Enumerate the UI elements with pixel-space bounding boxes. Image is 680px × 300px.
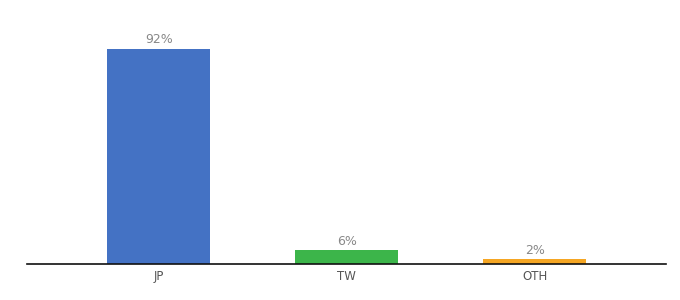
Bar: [295, 250, 398, 264]
Text: 92%: 92%: [145, 33, 173, 46]
Text: 2%: 2%: [525, 244, 545, 257]
Bar: [107, 49, 211, 264]
Text: 6%: 6%: [337, 235, 357, 248]
Bar: [483, 259, 586, 264]
